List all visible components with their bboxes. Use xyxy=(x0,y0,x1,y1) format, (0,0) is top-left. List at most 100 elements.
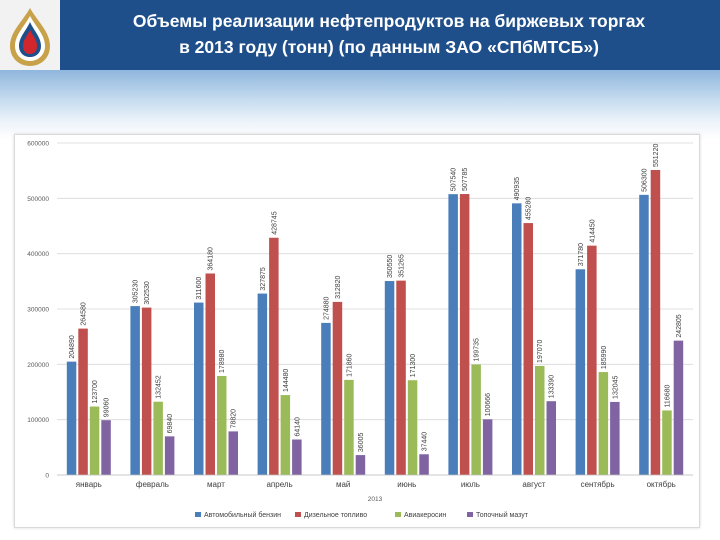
x-category-label: май xyxy=(336,480,350,489)
title-line-1: Объемы реализации нефтепродуктов на бирж… xyxy=(132,11,646,31)
y-tick-label: 0 xyxy=(45,473,49,480)
data-label: 327875 xyxy=(260,267,267,290)
bar xyxy=(228,431,238,475)
chart-panel: 0 100000 200000 300000 400000 500000 600000 20… xyxy=(14,134,700,528)
bar xyxy=(610,401,620,475)
bar xyxy=(512,203,522,475)
bar xyxy=(662,410,672,475)
y-tick-label: 100000 xyxy=(27,417,49,424)
data-label: 133390 xyxy=(549,375,556,398)
bar xyxy=(101,420,111,475)
data-label: 371780 xyxy=(578,243,585,266)
bar xyxy=(217,375,227,475)
x-category-label: апрель xyxy=(266,480,292,489)
gridlines xyxy=(57,142,693,476)
data-label: 64140 xyxy=(294,417,301,437)
bar xyxy=(130,306,140,475)
x-category-label: январь xyxy=(76,480,102,489)
data-label: 99060 xyxy=(104,398,111,418)
legend-label: Топочный мазут xyxy=(476,511,529,519)
bar xyxy=(673,340,684,475)
data-label: 242805 xyxy=(676,314,683,337)
legend-swatch xyxy=(295,512,301,517)
data-label: 302530 xyxy=(144,281,151,304)
data-label: 490935 xyxy=(514,177,521,200)
bar xyxy=(598,372,609,475)
bar xyxy=(332,301,343,475)
logo xyxy=(0,0,60,70)
bar xyxy=(257,293,268,475)
data-label: 204890 xyxy=(69,335,76,358)
x-category-label: июнь xyxy=(397,480,416,489)
legend-label: Дизельное топливо xyxy=(304,512,367,519)
x-category-label: август xyxy=(522,480,546,489)
data-label: 312820 xyxy=(335,275,342,298)
data-label: 351265 xyxy=(399,254,406,277)
data-label: 274880 xyxy=(323,296,330,319)
data-label: 199735 xyxy=(474,338,481,361)
data-label: 414450 xyxy=(589,219,596,242)
y-axis: 0 100000 200000 300000 400000 500000 600000 xyxy=(27,141,49,480)
bar xyxy=(344,379,354,475)
bar xyxy=(650,169,661,475)
bar xyxy=(78,328,88,475)
data-label: 551220 xyxy=(653,144,660,167)
data-label: 455280 xyxy=(526,197,533,220)
bar xyxy=(205,273,215,475)
data-label: 311600 xyxy=(196,277,203,300)
data-label: 197070 xyxy=(537,339,544,362)
data-labels: 204890 264580 123700 99060 305230 302530 13245… xyxy=(69,144,683,453)
y-tick-label: 400000 xyxy=(27,251,49,258)
bar xyxy=(280,395,291,475)
legend: Автомобильный бензин Дизельное топливо Ави… xyxy=(195,511,529,519)
bar xyxy=(384,281,395,475)
bar xyxy=(407,380,418,475)
data-label: 428745 xyxy=(271,211,278,234)
data-label: 350550 xyxy=(387,255,394,278)
bar xyxy=(523,223,533,475)
title-line-2: в 2013 году (тонн) (по данным ЗАО «СПбМТ… xyxy=(179,37,599,57)
data-label: 144480 xyxy=(283,369,290,392)
bars xyxy=(66,169,684,475)
bar xyxy=(535,365,545,475)
x-axis-title: 2013 xyxy=(368,496,383,503)
data-label: 132045 xyxy=(612,375,619,398)
bar xyxy=(448,194,458,475)
bar xyxy=(355,455,366,475)
bar xyxy=(639,194,649,475)
data-label: 171300 xyxy=(410,354,417,377)
data-label: 36005 xyxy=(358,433,365,453)
data-label: 507540 xyxy=(451,168,458,191)
bar xyxy=(546,401,556,475)
bar-chart: 0 100000 200000 300000 400000 500000 600000 20… xyxy=(27,141,693,519)
data-label: 305230 xyxy=(133,280,140,303)
bar xyxy=(141,307,152,475)
bar xyxy=(459,194,470,475)
bar xyxy=(587,245,597,475)
data-label: 100666 xyxy=(485,393,492,416)
bar xyxy=(194,302,204,475)
x-axis: январь февраль март апрель май июнь июль август… xyxy=(57,474,693,489)
legend-swatch xyxy=(395,512,401,517)
bar xyxy=(396,280,406,475)
x-category-label: октябрь xyxy=(647,480,676,489)
bar xyxy=(66,361,77,475)
bar xyxy=(419,454,429,475)
header-bar: Объемы реализации нефтепродуктов на бирж… xyxy=(0,0,720,70)
bar xyxy=(471,364,481,475)
flame-drop-logo-icon xyxy=(10,8,50,66)
data-label: 264580 xyxy=(81,302,88,325)
page-title: Объемы реализации нефтепродуктов на бирж… xyxy=(64,8,714,60)
y-tick-label: 600000 xyxy=(27,141,49,148)
bar xyxy=(292,439,302,475)
bar xyxy=(575,269,586,475)
bar xyxy=(269,237,279,475)
data-label: 171860 xyxy=(346,353,353,376)
x-category-label: сентябрь xyxy=(581,480,615,489)
legend-swatch xyxy=(195,512,201,517)
y-tick-label: 300000 xyxy=(27,307,49,314)
bar xyxy=(89,406,100,475)
bar xyxy=(321,322,331,475)
data-label: 364180 xyxy=(208,247,215,270)
x-category-label: июль xyxy=(461,480,480,489)
